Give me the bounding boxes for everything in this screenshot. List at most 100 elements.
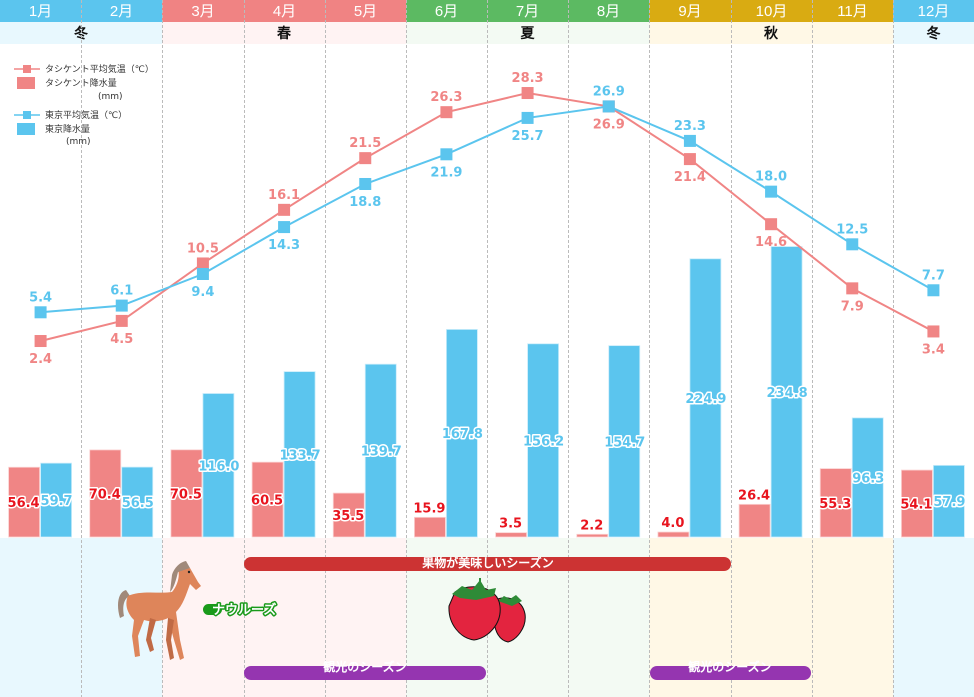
tokyo-rain-bar (202, 393, 235, 538)
tokyo-rain-label: 116.0 (198, 459, 239, 474)
month-label: 2月 (110, 3, 133, 20)
fruit-season-band: 果物が美味しいシーズン (244, 555, 731, 571)
tashkent-rain-label: 2.2 (580, 518, 603, 533)
month-cell (162, 0, 244, 22)
tokyo-rain-bar (121, 466, 154, 538)
tashkent-rain-bar (332, 492, 365, 538)
tashkent-rain-label: 15.9 (413, 501, 445, 516)
legend-unit: (mm) (66, 137, 91, 147)
tokyo-temp-label: 12.5 (836, 222, 868, 237)
tashkent-temp-marker (846, 282, 859, 295)
tokyo-temp-marker (683, 134, 696, 147)
tashkent-rain-bar (414, 516, 446, 538)
tokyo-rain-bar (933, 464, 965, 538)
tokyo-rain-bar (527, 343, 559, 538)
month-cell (406, 0, 487, 22)
fruit-season-label: 果物が美味しいシーズン (421, 555, 553, 570)
month-label: 11月 (837, 3, 868, 20)
tashkent-rain-label: 26.4 (738, 488, 770, 503)
tashkent-rain-label: 56.4 (8, 496, 40, 511)
tashkent-temp-label: 21.4 (674, 170, 706, 185)
tashkent-temp-marker (115, 314, 128, 327)
legend-label: 東京降水量 (45, 123, 90, 135)
tashkent-rain-label: 60.5 (251, 494, 283, 509)
legend-label: タシケント平均気温（℃） (45, 63, 154, 75)
month-label: 6月 (435, 3, 458, 20)
month-label: 12月 (918, 3, 950, 20)
bar-swatch-icon (17, 123, 35, 135)
tokyo-rain-label: 56.5 (122, 496, 154, 511)
tashkent-rain-bar (576, 533, 609, 538)
tashkent-temp-marker (196, 257, 209, 270)
tashkent-rain-label: 4.0 (661, 516, 684, 531)
season-cell (893, 22, 974, 44)
tourism-season-band-autumn: 観光のシーズン (650, 659, 811, 680)
tashkent-rain-bar (901, 469, 933, 538)
season-label: 冬 (927, 25, 941, 42)
month-label: 3月 (191, 3, 214, 20)
season-label: 夏 (521, 25, 536, 42)
legend-tashkent-temp: タシケント平均気温（℃） (14, 63, 154, 75)
tokyo-rain-label: 167.8 (442, 427, 483, 442)
tokyo-temp-label: 26.9 (593, 84, 625, 99)
tourism-season-band-spring: 観光のシーズン (244, 659, 486, 680)
tokyo-rain-label: 234.8 (767, 386, 808, 401)
tashkent-temp-label: 16.1 (268, 188, 300, 203)
tokyo-temp-label: 7.7 (922, 268, 945, 283)
season-label: 春 (276, 25, 292, 42)
tokyo-temp-label: 9.4 (191, 285, 214, 300)
value-labels: 56.4 59.7 70.456.5 70.5 116.0 60.5 133.7 35.5 13… (6, 71, 967, 535)
tashkent-temp-marker (359, 152, 372, 165)
tokyo-temp-marker (359, 177, 372, 190)
tokyo-temp-label: 18.0 (755, 170, 787, 185)
tokyo-temp-line (40, 105, 934, 314)
tokyo-rain-label: 133.7 (280, 448, 321, 463)
tokyo-temp-marker (196, 267, 209, 280)
month-cell (487, 0, 568, 22)
tashkent-temp-marker (683, 153, 696, 166)
tashkent-temp-label: 14.6 (755, 235, 787, 250)
month-label: 7月 (516, 3, 539, 20)
tashkent-temp-label: 28.3 (512, 71, 544, 86)
tashkent-temp-marker (521, 87, 534, 100)
tokyo-temp-marker (521, 111, 534, 124)
month-label: 10月 (756, 3, 788, 20)
tokyo-rain-bar (40, 462, 72, 538)
tokyo-rain-label: 57.9 (933, 495, 965, 510)
tashkent-rain-label: 3.5 (499, 517, 522, 532)
tokyo-temp-marker (927, 284, 940, 297)
season-cell (649, 22, 893, 44)
square-marker-icon (23, 111, 31, 119)
square-marker-icon (23, 65, 31, 73)
tashkent-rain-label: 70.5 (170, 487, 202, 502)
tokyo-temp-label: 25.7 (512, 129, 544, 144)
month-label: 9月 (678, 3, 701, 20)
month-gridlines (81, 0, 894, 697)
tokyo-temp-marker (602, 100, 615, 113)
tashkent-rain-bar (8, 466, 40, 538)
tashkent-temp-marker (34, 335, 47, 348)
tokyo-rain-bar (446, 329, 478, 538)
month-cell (81, 0, 162, 22)
month-cell (325, 0, 406, 22)
tashkent-rain-bar (657, 531, 690, 538)
tashkent-rain-label: 70.4 (89, 487, 121, 502)
tokyo-rain-label: 224.9 (685, 392, 726, 407)
tashkent-rain-label: 55.3 (819, 497, 851, 512)
tashkent-temp-marker (927, 325, 940, 338)
temperature-lines (34, 87, 940, 348)
tashkent-temp-label: 21.5 (349, 136, 381, 151)
season-cell (162, 22, 406, 44)
month-label: 4月 (273, 3, 296, 20)
legend-label: タシケント降水量 (45, 77, 117, 89)
tashkent-temp-line (40, 92, 934, 342)
tashkent-rain-bar (251, 461, 284, 538)
tokyo-rain-bar (364, 363, 397, 538)
legend-label: 東京平均気温（℃） (45, 109, 127, 121)
tashkent-temp-label: 26.3 (430, 90, 462, 105)
tokyo-temp-marker (440, 148, 453, 161)
tokyo-temp-label: 6.1 (110, 284, 133, 299)
tashkent-temp-marker (765, 218, 778, 231)
